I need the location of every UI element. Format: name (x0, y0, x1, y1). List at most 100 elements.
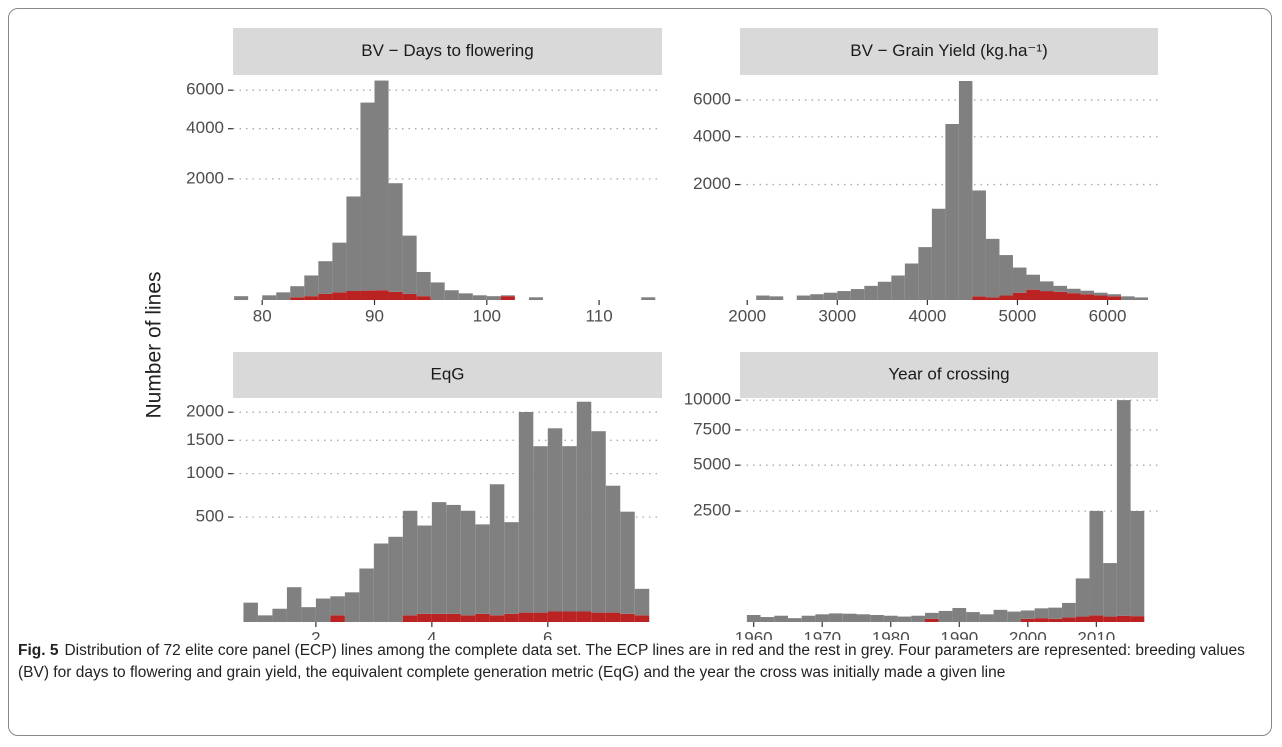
histogram-bar (810, 294, 824, 300)
histogram-bar (1080, 294, 1095, 300)
histogram-bar (1067, 288, 1081, 294)
histogram-bar (359, 568, 374, 622)
panel-strip (740, 352, 1158, 398)
histogram-bar (620, 613, 635, 622)
histogram-bar (504, 522, 519, 614)
y-tick-label: 500 (196, 507, 224, 526)
histogram-bar (388, 536, 403, 622)
panel-strip (740, 28, 1158, 75)
x-tick-label: 2010 (1077, 628, 1115, 640)
histogram-bar (460, 615, 476, 622)
histogram-bar (958, 81, 973, 300)
histogram-bar (330, 615, 345, 622)
histogram-bar (966, 612, 980, 622)
histogram-bar (1103, 563, 1117, 617)
histogram-bar (1116, 615, 1131, 622)
histogram-bar (402, 293, 417, 300)
histogram-bar (234, 296, 249, 300)
histogram-bar (918, 247, 932, 300)
histogram-bar (286, 587, 302, 622)
histogram-bar (547, 611, 563, 622)
histogram-bar (388, 183, 403, 292)
histogram-bar (374, 290, 389, 300)
histogram-bar (402, 510, 418, 616)
x-tick-label: 6 (543, 628, 552, 640)
histogram-bar (1020, 618, 1035, 622)
histogram-bar (1075, 616, 1090, 622)
x-tick-label: 6000 (1089, 306, 1127, 325)
histogram-bar (444, 290, 459, 300)
histogram-bar (344, 592, 360, 622)
histogram-bar (1107, 294, 1122, 297)
histogram-bar (620, 511, 635, 614)
histogram-bar (605, 612, 621, 622)
histogram-bar (897, 616, 912, 622)
panel-title: Year of crossing (888, 364, 1009, 383)
histogram-bar (1039, 281, 1054, 292)
histogram-bar (486, 296, 501, 300)
histogram-bar (1039, 291, 1054, 300)
histogram-bar (1080, 290, 1095, 295)
histogram-bar (332, 292, 347, 300)
histogram-bar (925, 618, 939, 622)
histogram-bar (945, 124, 959, 300)
histogram-bar (417, 525, 432, 614)
histogram-bar (769, 296, 784, 300)
histogram-bar (1062, 617, 1076, 622)
histogram-bar (301, 607, 316, 622)
histogram-bar (562, 446, 577, 612)
y-tick-label: 7500 (693, 419, 731, 438)
histogram-bar (360, 102, 375, 291)
histogram-bar (346, 196, 361, 292)
histogram-bar (1067, 293, 1081, 300)
y-tick-label: 6000 (693, 90, 731, 109)
histogram-bar (1012, 292, 1027, 300)
histogram-bar (1048, 618, 1063, 622)
y-tick-label: 2000 (186, 402, 224, 421)
histogram-bar (500, 296, 515, 300)
histogram-bar (1103, 616, 1117, 622)
histogram-bar (373, 543, 389, 622)
x-tick-label: 100 (473, 306, 501, 325)
histogram-bar (1094, 295, 1108, 300)
histogram-bar (1020, 610, 1035, 619)
histogram-bar (446, 504, 461, 614)
histogram-bar (243, 602, 258, 622)
y-tick-label: 4000 (693, 126, 731, 145)
histogram-bar (1107, 296, 1122, 300)
histogram-bar (360, 290, 375, 300)
histogram-bar (1089, 615, 1104, 622)
histogram-bar (518, 612, 534, 622)
histogram-bar (290, 286, 305, 298)
histogram-bar (972, 296, 986, 300)
histogram-bar (796, 295, 811, 300)
histogram-bar (1089, 510, 1104, 616)
figure-frame (8, 8, 1272, 736)
histogram-bar (446, 613, 461, 622)
histogram-bar (475, 613, 490, 622)
histogram-bar (402, 235, 417, 294)
x-tick-label: 90 (365, 306, 384, 325)
histogram-bar (842, 613, 857, 622)
histogram-bar (272, 608, 287, 622)
x-tick-label: 2000 (1009, 628, 1047, 640)
panel-title: BV − Days to flowering (361, 41, 533, 60)
histogram-bar (938, 610, 953, 622)
histogram-bar (999, 255, 1013, 296)
histogram-bar (475, 524, 490, 614)
histogram-bar (315, 598, 331, 622)
histogram-bar (605, 485, 621, 613)
histogram-bar (1130, 616, 1145, 622)
histogram-bar (257, 615, 273, 622)
histogram-bar (416, 296, 431, 300)
histogram-bar (528, 297, 543, 300)
y-tick-label: 2000 (186, 168, 224, 187)
histogram-bar (402, 615, 418, 622)
chart: Number of lines BV − Days to flowering 20… (143, 28, 1158, 640)
histogram-bar (489, 484, 505, 616)
histogram-bar (533, 612, 548, 622)
histogram-bar (1034, 618, 1049, 622)
histogram-bar (262, 295, 277, 300)
histogram-bar (641, 297, 656, 300)
histogram-bar (985, 297, 1000, 300)
